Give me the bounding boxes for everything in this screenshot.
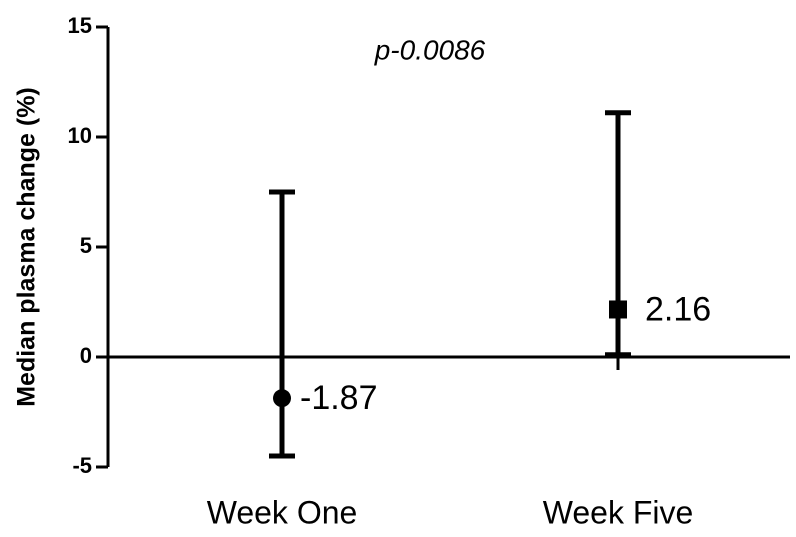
y-tick-label: -5 — [72, 453, 92, 478]
value-label: -1.87 — [300, 379, 378, 417]
y-tick-label: 15 — [68, 13, 92, 38]
y-tick-label: 10 — [68, 123, 92, 148]
median-marker — [609, 300, 627, 319]
value-label: 2.16 — [645, 290, 711, 328]
x-tick-label: Week One — [207, 494, 358, 530]
y-axis-label: Median plasma change (%) — [13, 87, 41, 407]
y-tick-label: 0 — [80, 343, 92, 368]
annotation: p-0.0086 — [374, 34, 486, 65]
x-tick-label: Week Five — [543, 494, 694, 530]
median-marker — [273, 389, 291, 408]
y-tick-label: 5 — [80, 233, 92, 258]
